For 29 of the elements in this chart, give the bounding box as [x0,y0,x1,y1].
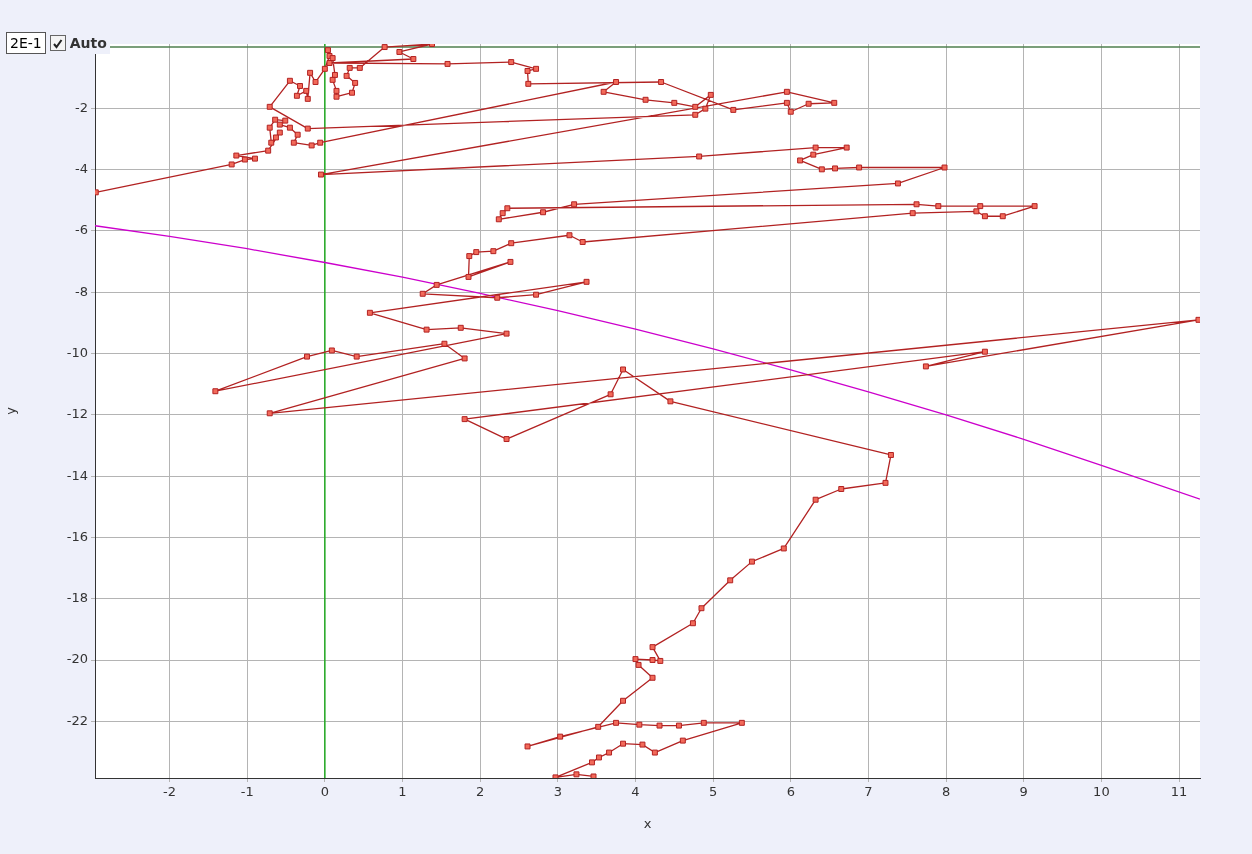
y-tick-label: -14 [66,467,88,483]
x-tick-label: 3 [553,784,562,800]
x-tick-label: -1 [240,784,254,800]
x-tick-label: 6 [786,784,795,800]
x-axis-title: x [643,815,652,831]
x-tick-label: 8 [941,784,951,800]
x-tick-label: 0 [320,784,329,800]
y-tick-label: -4 [75,161,88,177]
x-tick-label: 4 [631,784,640,800]
x-tick-label: 2 [476,784,485,800]
text-field: 2E-1 [6,32,46,54]
x-tick-label: 5 [708,784,718,800]
x-tick-label: 9 [1019,784,1028,800]
y-tick-label: -6 [75,222,88,238]
x-tick-label: 11 [1170,784,1188,800]
x-tick-label: 10 [1093,784,1110,800]
y-tick-label: -16 [66,528,88,544]
y-tick-label: -12 [66,406,88,422]
annotation: Auto [69,35,107,51]
x-tick-label: -2 [163,784,177,800]
x-tick-label: 7 [864,784,873,800]
y-tick-label: -8 [75,283,88,299]
y-tick-label: -18 [66,590,88,606]
x-tick-label: 1 [398,784,407,800]
y-tick-label: -20 [66,651,88,667]
y-tick-label: -22 [66,712,88,728]
y-tick-label: -2 [75,99,88,115]
y-axis-title: y [3,406,19,415]
y-tick-label: -10 [66,344,88,360]
